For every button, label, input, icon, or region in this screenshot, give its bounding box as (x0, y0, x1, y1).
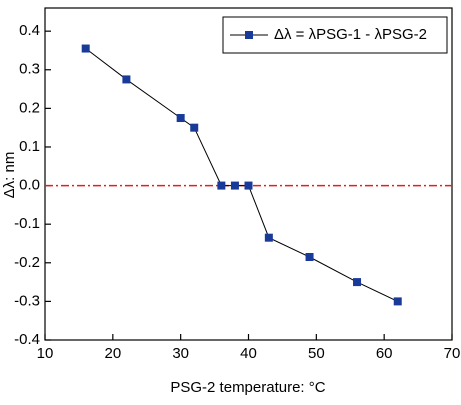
x-tick-label: 10 (37, 345, 54, 362)
legend-label: Δλ = λPSG-1 - λPSG-2 (274, 26, 427, 43)
y-tick-label: -0.4 (14, 331, 40, 348)
y-tick-label: 0.3 (19, 61, 40, 78)
y-axis-label: Δλ: nm (1, 152, 18, 199)
series-line (85, 48, 398, 302)
data-point (264, 233, 273, 242)
data-point (122, 75, 131, 84)
x-tick-label: 20 (104, 345, 121, 362)
x-tick-label: 60 (376, 345, 393, 362)
y-tick-label: 0.2 (19, 99, 40, 116)
y-tick-label: -0.3 (14, 292, 40, 309)
y-tick-label: 0.0 (19, 177, 40, 194)
y-tick-label: 0.1 (19, 138, 40, 155)
x-axis-label: PSG-2 temperature: °C (170, 379, 325, 396)
plot-frame (44, 7, 453, 341)
data-point (217, 181, 226, 190)
legend-marker (245, 31, 253, 39)
x-tick-label: 40 (240, 345, 257, 362)
data-point (81, 44, 90, 53)
data-point (353, 278, 362, 287)
x-tick-label: 50 (308, 345, 325, 362)
data-point (244, 181, 253, 190)
y-tick-label: -0.2 (14, 254, 40, 271)
data-point (393, 297, 402, 306)
y-tick-label: -0.1 (14, 215, 40, 232)
data-point (176, 114, 185, 123)
legend-box (222, 16, 448, 54)
x-tick-label: 70 (444, 345, 461, 362)
data-point (305, 253, 314, 261)
x-tick-label: 30 (172, 345, 189, 362)
data-point (190, 123, 199, 132)
y-tick-label: 0.4 (19, 22, 40, 39)
data-point (230, 181, 239, 190)
